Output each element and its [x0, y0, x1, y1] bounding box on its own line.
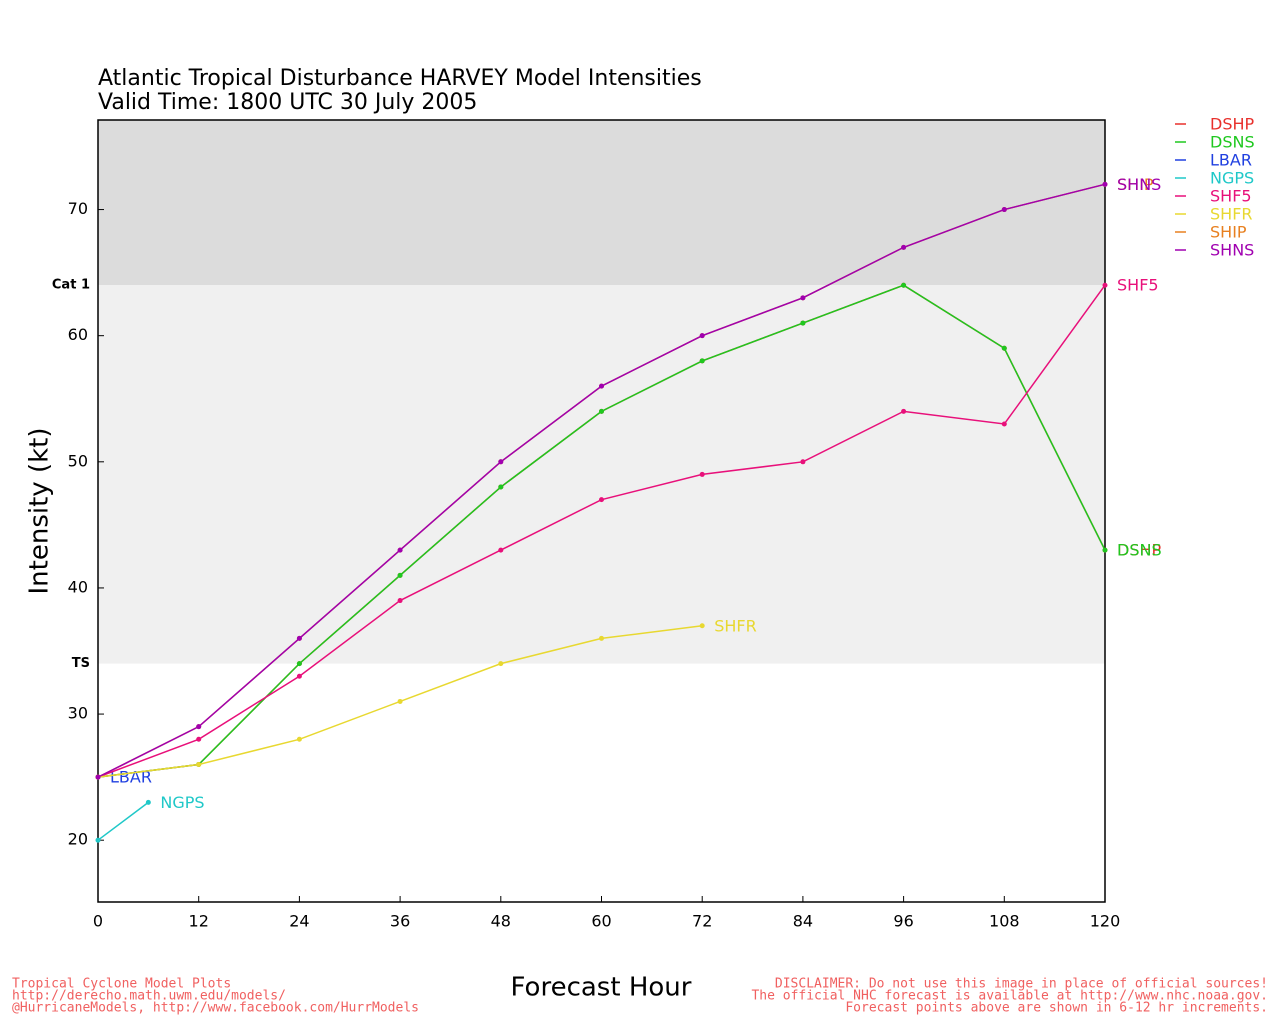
data-point: [599, 383, 604, 389]
legend-label: NGPS: [1210, 169, 1254, 188]
y-tick-label: 60: [68, 325, 88, 344]
series-end-label: SHFR: [714, 616, 757, 635]
data-point: [498, 661, 504, 667]
data-point: [699, 471, 705, 477]
data-point: [901, 408, 907, 414]
y-tick-label: 50: [68, 451, 88, 470]
x-tick-label: 84: [793, 912, 813, 931]
data-point: [1102, 282, 1108, 288]
data-point: [699, 333, 705, 339]
data-point: [901, 282, 907, 288]
data-point: [498, 484, 504, 490]
data-point: [397, 547, 403, 553]
x-tick-label: 36: [390, 912, 410, 931]
data-point: [196, 724, 202, 730]
y-tick-label: 40: [68, 577, 88, 596]
legend-label: SHNS: [1210, 241, 1254, 260]
data-point: [1001, 421, 1007, 427]
data-point: [1001, 207, 1007, 213]
y-tick-label: 30: [68, 704, 88, 723]
data-point: [95, 774, 101, 780]
band: [98, 285, 1105, 664]
data-point: [498, 547, 504, 553]
data-point: [95, 837, 101, 843]
legend-label: SHF5: [1210, 187, 1252, 206]
x-tick-label: 48: [491, 912, 511, 931]
y-axis-label: Intensity (kt): [25, 428, 55, 595]
series-end-label: SHF5: [1117, 276, 1159, 295]
data-point: [699, 623, 705, 629]
series-end-label: DSHP: [1117, 541, 1162, 560]
data-point: [901, 244, 907, 250]
x-tick-label: 108: [989, 912, 1020, 931]
legend-label: DSNS: [1210, 133, 1255, 152]
y-tick-label: 20: [68, 830, 88, 849]
band: [98, 120, 1105, 286]
footer-text: http://derecho.math.uwm.edu/models/: [12, 989, 286, 1004]
footer-text: DISCLAIMER: Do not use this image in pla…: [775, 977, 1268, 992]
data-point: [800, 320, 806, 326]
chart-subtitle: Valid Time: 1800 UTC 30 July 2005: [98, 90, 477, 115]
data-point: [296, 673, 302, 679]
chart-title: Atlantic Tropical Disturbance HARVEY Mod…: [98, 66, 702, 91]
data-point: [599, 635, 604, 641]
x-tick-label: 96: [893, 912, 913, 931]
data-point: [1001, 345, 1007, 351]
data-point: [196, 736, 202, 742]
x-axis-label: Forecast Hour: [511, 973, 692, 1003]
x-tick-label: 72: [692, 912, 712, 931]
data-point: [800, 459, 806, 465]
data-point: [145, 799, 151, 805]
x-tick-label: 120: [1090, 912, 1121, 931]
threshold-label: TS: [72, 656, 90, 671]
footer-text: Forecast points above are shown in 6-12 …: [845, 1001, 1268, 1016]
data-point: [296, 661, 302, 667]
x-tick-label: 12: [189, 912, 209, 931]
data-point: [599, 497, 604, 503]
data-point: [296, 635, 302, 641]
data-point: [1102, 547, 1108, 553]
x-tick-label: 24: [289, 912, 309, 931]
legend-label: DSHP: [1210, 115, 1255, 134]
data-point: [498, 459, 504, 465]
data-point: [397, 698, 403, 704]
series-end-label: NGPS: [160, 793, 204, 812]
threshold-label: Cat 1: [52, 278, 90, 293]
footer-text: Tropical Cyclone Model Plots: [12, 977, 231, 992]
series-line: [97, 801, 149, 841]
data-point: [397, 598, 403, 604]
data-point: [196, 762, 202, 768]
footer-text: @HurricaneModels, http://www.facebook.co…: [12, 1001, 419, 1016]
x-tick-label: 60: [591, 912, 611, 931]
series-end-label: SHIP: [1117, 175, 1154, 194]
data-point: [1102, 181, 1108, 187]
data-point: [599, 408, 604, 414]
legend-label: LBAR: [1210, 151, 1252, 170]
data-point: [296, 736, 302, 742]
footer-text: The official NHC forecast is available a…: [751, 989, 1268, 1004]
data-point: [800, 295, 806, 301]
series-end-label: SHNS: [1117, 175, 1161, 194]
x-tick-label: 0: [93, 912, 103, 931]
legend-label: SHFR: [1210, 205, 1253, 224]
data-point: [397, 572, 403, 578]
data-point: [699, 358, 705, 364]
y-tick-label: 70: [68, 199, 88, 218]
legend-label: SHIP: [1210, 223, 1247, 242]
series-end-label: DSNS: [1117, 541, 1162, 560]
